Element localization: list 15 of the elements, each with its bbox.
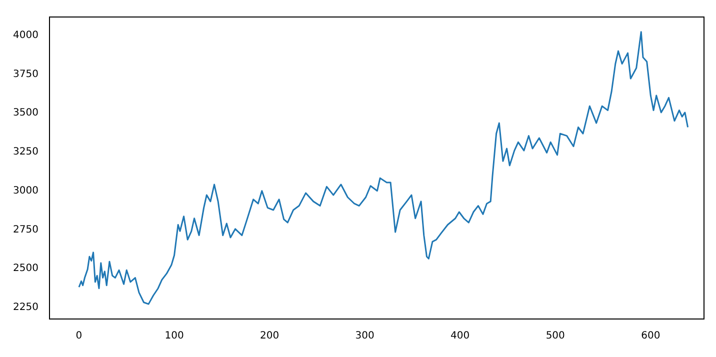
y-tick-label: 3000 [12, 185, 38, 196]
y-tick-label: 2750 [12, 224, 38, 236]
y-tick-label: 3500 [12, 108, 38, 119]
y-tick-label: 4000 [12, 30, 38, 41]
x-tick-label: 200 [260, 330, 280, 342]
x-tick-label: 600 [641, 330, 660, 342]
y-tick-label: 3750 [12, 68, 38, 80]
y-tick-label: 3250 [12, 146, 38, 158]
y-tick-label: 2500 [12, 263, 38, 274]
x-tick-label: 400 [450, 330, 470, 342]
x-tick-label: 0 [76, 330, 82, 342]
x-tick-label: 500 [546, 330, 565, 342]
x-tick-label: 300 [355, 330, 374, 342]
x-tick-label: 100 [164, 330, 184, 342]
y-tick-label: 2250 [12, 302, 38, 314]
